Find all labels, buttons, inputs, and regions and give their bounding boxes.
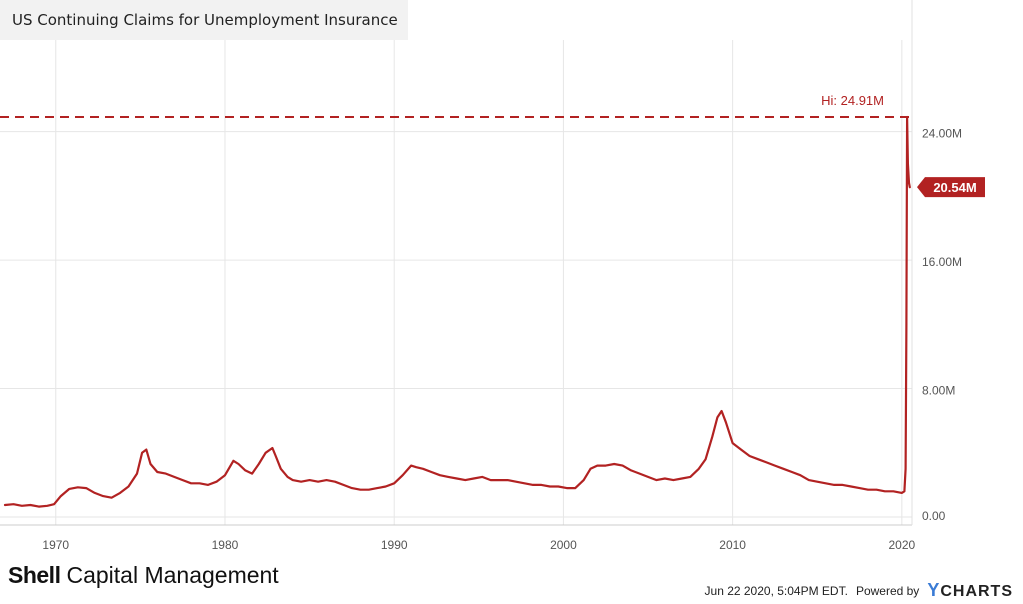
timestamp: Jun 22 2020, 5:04PM EDT. bbox=[704, 583, 848, 598]
y-tick-layer: 0.00 8.00M 16.00M 24.00M bbox=[922, 127, 962, 523]
last-value-label: 20.54M bbox=[933, 180, 976, 195]
hi-label: Hi: 24.91M bbox=[821, 93, 884, 108]
y-tick-label: 24.00M bbox=[922, 127, 962, 141]
chart-title-text: US Continuing Claims for Unemployment In… bbox=[12, 11, 398, 29]
line-chart: Hi: 24.91M 0.00 8.00M 16.00M 24.00M 1970 198… bbox=[0, 0, 985, 552]
powered-by-label: Powered by bbox=[855, 583, 920, 598]
y-tick-label: 8.00M bbox=[922, 384, 955, 398]
x-tick-label: 2020 bbox=[888, 538, 915, 552]
ycharts-logo[interactable]: YCHARTS bbox=[927, 580, 1013, 601]
x-tick-label: 1990 bbox=[381, 538, 408, 552]
series-layer bbox=[3, 115, 911, 508]
x-tick-label: 2010 bbox=[719, 538, 746, 552]
grid-layer bbox=[0, 0, 913, 526]
chart-title: US Continuing Claims for Unemployment In… bbox=[0, 0, 408, 40]
x-tick-label: 1980 bbox=[212, 538, 239, 552]
brand-logo-strong: Shell bbox=[8, 562, 61, 588]
series-line bbox=[3, 115, 911, 508]
ycharts-logo-rest: CHARTS bbox=[940, 583, 1013, 600]
chart-area: Hi: 24.91M 0.00 8.00M 16.00M 24.00M 1970 198… bbox=[0, 0, 985, 552]
hi-layer: Hi: 24.91M bbox=[0, 93, 912, 118]
ycharts-logo-y: Y bbox=[927, 580, 941, 600]
y-tick-label: 0.00 bbox=[922, 509, 946, 523]
footer-attribution: Jun 22 2020, 5:04PM EDT. Powered by YCHA… bbox=[705, 580, 1013, 601]
x-tick-label: 2000 bbox=[550, 538, 577, 552]
x-tick-label: 1970 bbox=[42, 538, 69, 552]
last-value-badge bbox=[917, 177, 985, 198]
brand-logo-rest: Capital Management bbox=[66, 562, 279, 588]
x-tick-layer: 1970 1980 1990 2000 2010 2020 bbox=[42, 538, 915, 552]
badge-layer: 20.54M bbox=[917, 177, 985, 198]
brand-logo: Shell Capital Management bbox=[8, 562, 279, 598]
y-tick-label: 16.00M bbox=[922, 255, 962, 269]
